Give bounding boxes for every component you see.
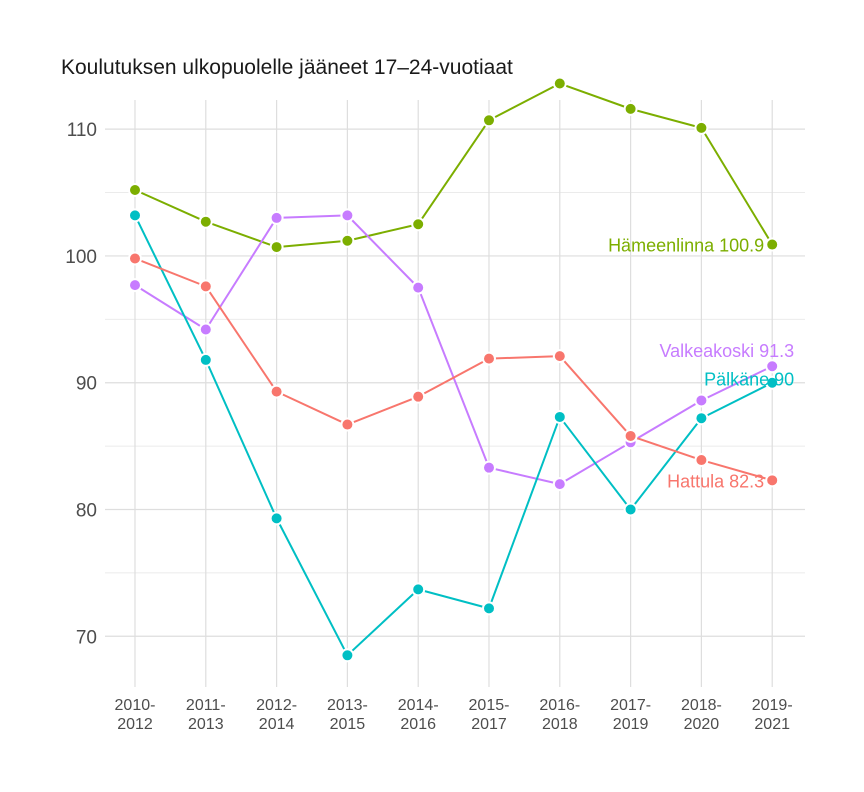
x-tick-label: 2017-2019 <box>610 697 651 733</box>
x-tick-label: 2012-2014 <box>256 697 297 733</box>
data-point-hattula <box>765 473 780 488</box>
data-point-valkeakoski <box>482 460 496 475</box>
end-label-valkeakoski: Valkeakoski 91.3 <box>659 341 794 361</box>
data-point-palkane <box>765 375 780 390</box>
data-point-palkane <box>694 411 709 426</box>
data-point-hattula <box>340 417 355 432</box>
y-tick-label: 70 <box>76 627 97 648</box>
data-point-hameenlinna <box>765 237 780 252</box>
data-point-valkeakoski <box>269 210 284 225</box>
x-tick-label: 2010-2012 <box>115 697 156 733</box>
data-point-valkeakoski <box>552 477 567 492</box>
chart-title: Koulutuksen ulkopuolelle jääneet 17–24-v… <box>61 56 513 79</box>
data-point-palkane <box>269 511 284 526</box>
data-point-hameenlinna <box>128 183 142 198</box>
data-point-valkeakoski <box>694 393 709 408</box>
data-point-palkane <box>552 409 567 424</box>
data-point-hattula <box>128 251 142 266</box>
data-point-hattula <box>198 279 213 294</box>
data-point-valkeakoski <box>411 280 426 295</box>
series-line-palkane <box>134 214 773 657</box>
data-point-hattula <box>623 428 638 443</box>
series-line-hattula <box>134 257 773 482</box>
data-point-palkane <box>411 582 426 597</box>
end-label-hameenlinna: Hämeenlinna 100.9 <box>608 236 764 256</box>
series-line-hameenlinna <box>134 82 774 249</box>
data-point-hattula <box>411 389 426 404</box>
y-tick-label: 100 <box>65 247 97 268</box>
data-point-palkane <box>482 601 496 616</box>
data-point-hameenlinna <box>623 101 638 116</box>
data-point-hattula <box>552 349 567 364</box>
y-tick-label: 80 <box>76 501 97 522</box>
data-point-hameenlinna <box>552 76 567 91</box>
data-point-hattula <box>269 384 284 399</box>
x-tick-label: 2011-2013 <box>186 697 226 733</box>
end-label-palkane: Pälkäne 90 <box>704 370 794 390</box>
data-point-palkane <box>128 208 142 223</box>
data-point-hameenlinna <box>694 120 709 135</box>
x-tick-label: 2019-2021 <box>752 697 793 733</box>
x-tick-label: 2015-2017 <box>469 697 510 733</box>
data-point-hameenlinna <box>198 214 213 229</box>
end-label-hattula: Hattula 82.3 <box>667 471 764 491</box>
x-tick-label: 2014-2016 <box>398 697 439 733</box>
data-point-hameenlinna <box>340 233 355 248</box>
y-tick-label: 110 <box>67 120 97 141</box>
x-tick-label: 2018-2020 <box>681 697 722 733</box>
data-point-palkane <box>623 502 638 517</box>
data-point-valkeakoski <box>198 322 213 337</box>
data-point-hameenlinna <box>411 217 426 232</box>
data-point-palkane <box>340 648 355 663</box>
data-point-hattula <box>694 453 709 468</box>
data-point-valkeakoski <box>765 359 780 374</box>
data-point-hattula <box>482 351 496 366</box>
x-tick-label: 2016-2018 <box>539 697 580 733</box>
y-tick-label: 90 <box>76 374 97 395</box>
data-point-valkeakoski <box>128 278 142 293</box>
data-point-hameenlinna <box>269 240 284 255</box>
x-tick-label: 2013-2015 <box>327 697 368 733</box>
data-point-palkane <box>198 352 213 367</box>
data-point-valkeakoski <box>340 208 355 223</box>
data-point-hameenlinna <box>482 113 496 128</box>
